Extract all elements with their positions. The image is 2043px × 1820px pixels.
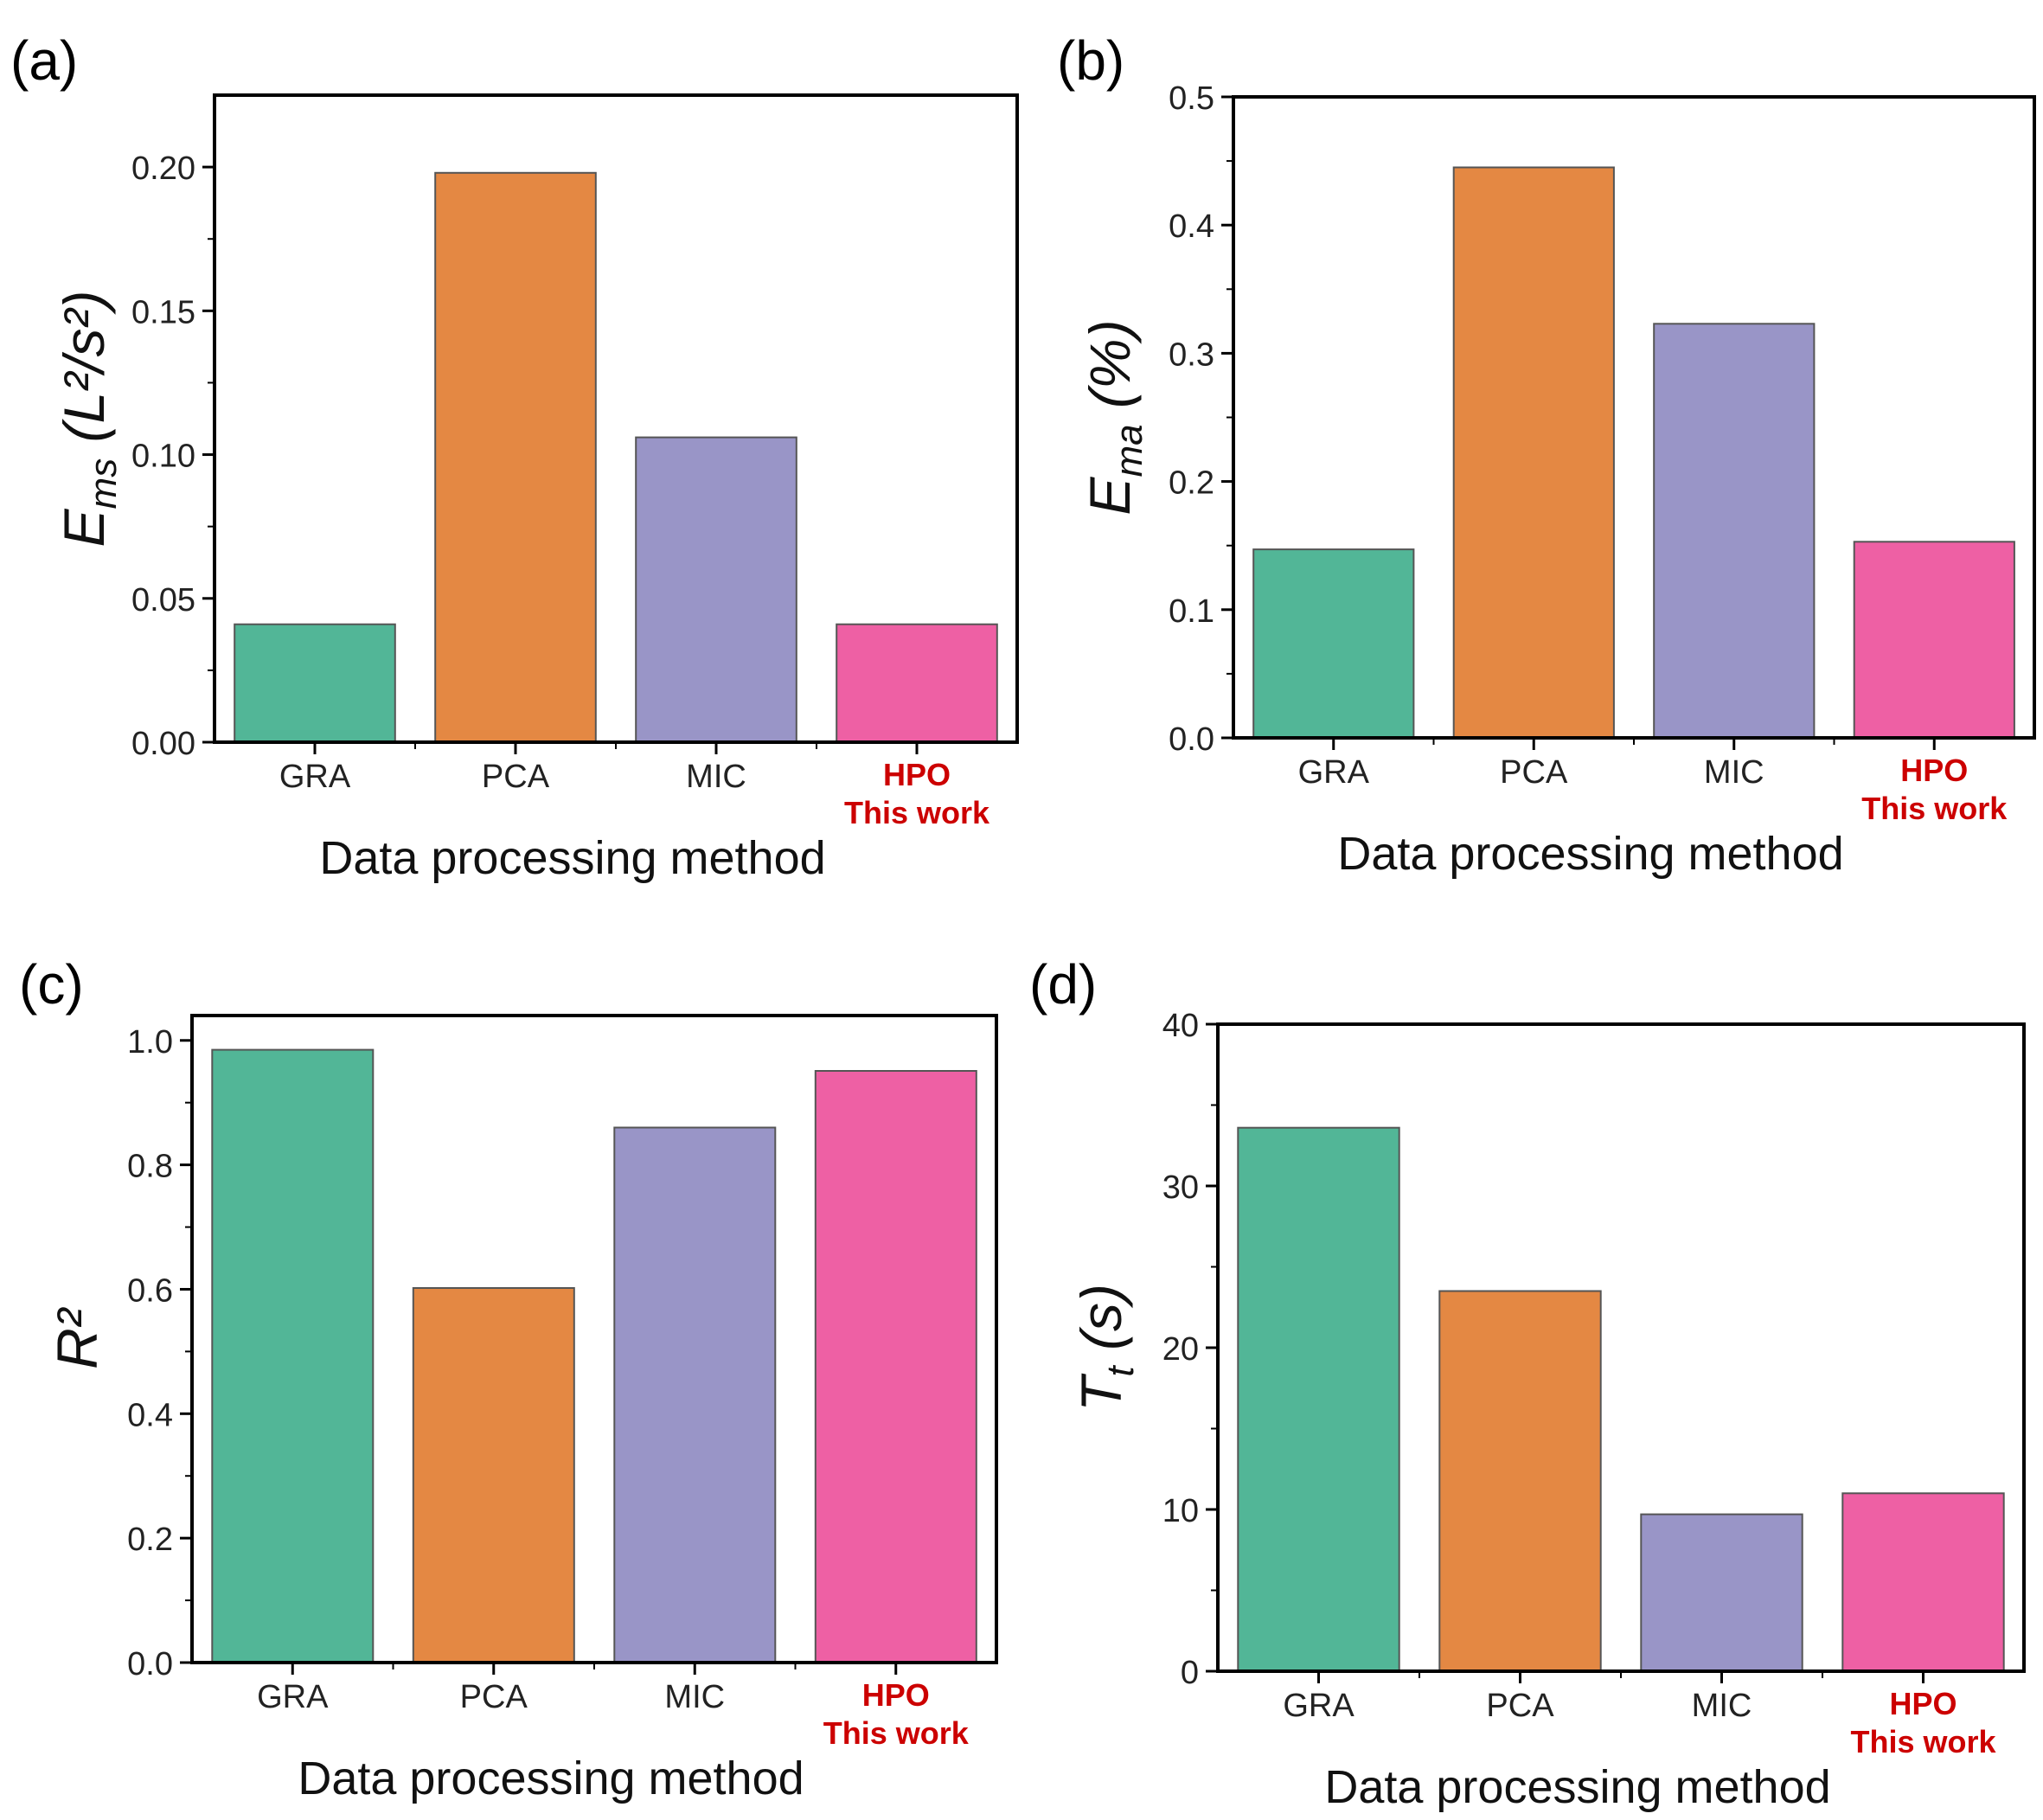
y-tick-label: 0 xyxy=(1181,1655,1199,1691)
bar-hpo xyxy=(836,623,998,744)
y-tick-label: 30 xyxy=(1162,1170,1199,1206)
x-tick-label-hpo: HPO xyxy=(883,757,951,792)
y-axis-title-main: R² xyxy=(45,1307,109,1369)
x-tick-label-mic: MIC xyxy=(1704,754,1764,791)
bar-mic xyxy=(635,436,797,743)
panel-label: (b) xyxy=(1057,29,1124,92)
y-tick-label: 0.0 xyxy=(1169,721,1214,758)
y-axis-title-main: T xyxy=(1069,1373,1133,1412)
x-tick-label-mic: MIC xyxy=(664,1679,725,1715)
x-axis-title: Data processing method xyxy=(298,1753,804,1804)
y-axis-title-main: E xyxy=(52,508,116,547)
bar-gra xyxy=(211,1048,375,1663)
x-tick-sublabel-this-work: This work xyxy=(844,795,990,830)
x-tick-label-gra: GRA xyxy=(279,759,351,795)
y-axis-title: Ems (L²/s²) xyxy=(52,291,125,548)
x-tick-label-gra: GRA xyxy=(1298,754,1370,791)
bar-pca xyxy=(1452,166,1615,739)
bar-gra xyxy=(234,623,396,744)
x-tick-label-gra: GRA xyxy=(257,1679,329,1715)
y-tick-label: 0.3 xyxy=(1169,336,1214,373)
x-tick-label-hpo: HPO xyxy=(1900,753,1968,788)
panel-label: (c) xyxy=(19,953,84,1016)
x-tick-sublabel-this-work: This work xyxy=(1850,1724,1996,1759)
x-axis-title: Data processing method xyxy=(1324,1761,1830,1813)
y-axis-title-unit: (L²/s²) xyxy=(52,291,116,458)
y-tick-label: 0.05 xyxy=(131,582,195,618)
x-tick-label-hpo: HPO xyxy=(862,1677,930,1713)
x-axis-title: Data processing method xyxy=(319,832,825,884)
panel-label: (d) xyxy=(1029,953,1097,1016)
bar-hpo xyxy=(1853,541,2015,739)
x-tick-label-pca: PCA xyxy=(1500,754,1568,791)
panel-a-bar-chart: (a) 0.00 0.05 0.10 0.15 0.20 GRA PCA MIC HPOThis … xyxy=(10,29,1019,884)
y-tick-label: 0.10 xyxy=(131,439,195,475)
bar-mic xyxy=(1640,1513,1803,1672)
y-tick-label: 20 xyxy=(1162,1331,1199,1368)
bar-mic xyxy=(1653,323,1816,739)
bar-pca xyxy=(1438,1290,1602,1672)
y-tick-label: 0.00 xyxy=(131,726,195,762)
x-tick-label-pca: PCA xyxy=(482,759,550,795)
x-tick-label-mic: MIC xyxy=(686,759,746,795)
y-axis-title-main: E xyxy=(1078,477,1142,516)
y-tick-label: 0.5 xyxy=(1169,80,1214,117)
y-tick-label: 0.4 xyxy=(127,1397,173,1433)
y-tick-label: 0.4 xyxy=(1169,208,1214,245)
y-axis-title-unit: (s) xyxy=(1069,1284,1133,1366)
y-axis-title: R² xyxy=(45,1307,109,1369)
bar-hpo xyxy=(1841,1492,2005,1673)
bar-pca xyxy=(412,1287,575,1663)
panel-label: (a) xyxy=(10,29,78,92)
y-tick-label: 0.2 xyxy=(127,1522,173,1558)
y-tick-label: 0.2 xyxy=(1169,465,1214,502)
y-tick-label: 1.0 xyxy=(127,1024,173,1061)
y-axis-title: Tt (s) xyxy=(1069,1284,1142,1412)
y-tick-label: 0.6 xyxy=(127,1272,173,1309)
y-axis-title-unit: (%) xyxy=(1078,319,1142,424)
x-tick-sublabel-this-work: This work xyxy=(1861,791,2008,826)
x-tick-label-pca: PCA xyxy=(460,1679,528,1715)
bar-pca xyxy=(434,171,597,744)
x-axis-title: Data processing method xyxy=(1337,828,1843,880)
bar-hpo xyxy=(814,1070,977,1663)
y-tick-label: 0.20 xyxy=(131,151,195,187)
x-tick-label-hpo: HPO xyxy=(1889,1686,1957,1721)
y-tick-label: 40 xyxy=(1162,1008,1199,1044)
bar-mic xyxy=(613,1126,777,1663)
y-axis-title-sub: t xyxy=(1099,1365,1142,1377)
y-axis-title-sub: ma xyxy=(1108,424,1150,477)
bar-gra xyxy=(1237,1126,1400,1672)
y-axis-title-sub: ms xyxy=(82,458,125,509)
bar-gra xyxy=(1252,548,1415,739)
y-axis-title: Ema (%) xyxy=(1078,319,1150,515)
y-tick-label: 0.1 xyxy=(1169,593,1214,630)
x-tick-sublabel-this-work: This work xyxy=(823,1715,970,1751)
y-tick-label: 10 xyxy=(1162,1493,1199,1529)
y-tick-label: 0.0 xyxy=(127,1646,173,1682)
x-tick-label-mic: MIC xyxy=(1692,1688,1752,1724)
x-tick-label-pca: PCA xyxy=(1486,1688,1554,1724)
y-tick-label: 0.8 xyxy=(127,1149,173,1185)
y-tick-label: 0.15 xyxy=(131,294,195,330)
x-tick-label-gra: GRA xyxy=(1283,1688,1355,1724)
